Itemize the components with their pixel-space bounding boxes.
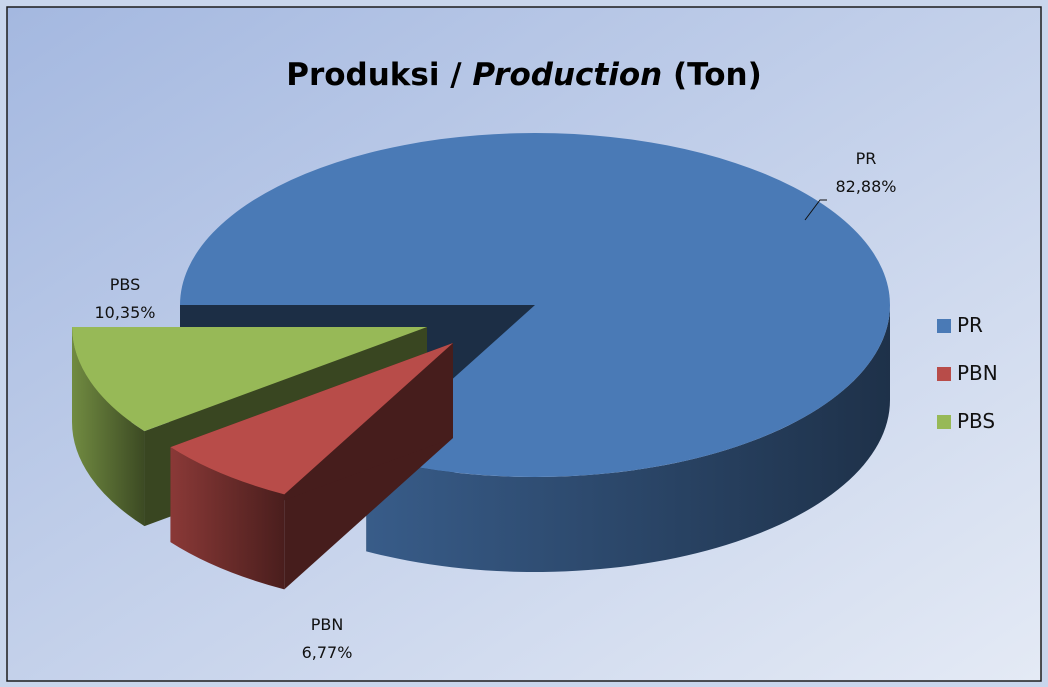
slice-wall <box>366 305 890 572</box>
title-part: (Ton) <box>673 57 762 93</box>
title-part: Production <box>472 57 662 93</box>
slice-top <box>170 343 454 495</box>
data-label-value: 6,77% <box>302 643 353 662</box>
slice-top <box>180 133 890 477</box>
leader-line <box>804 199 827 221</box>
title-part: Produksi / <box>286 57 462 93</box>
slice-wall <box>72 327 145 527</box>
legend-swatch <box>937 367 951 381</box>
data-label-name: PR <box>856 149 877 168</box>
slice-wall <box>170 447 285 590</box>
data-label-name: PBS <box>110 275 141 294</box>
pie-slice <box>170 343 454 590</box>
legend-label: PR <box>957 313 983 337</box>
data-label-name: PBN <box>311 615 344 634</box>
data-label-value: 10,35% <box>94 303 155 322</box>
legend-swatch <box>937 415 951 429</box>
legend-swatch <box>937 319 951 333</box>
data-label-value: 82,88% <box>835 177 896 196</box>
chart-title: Produksi / Production (Ton) <box>286 57 762 93</box>
slice-top <box>72 327 427 432</box>
legend-label: PBN <box>957 361 998 385</box>
legend-label: PBS <box>957 409 995 433</box>
